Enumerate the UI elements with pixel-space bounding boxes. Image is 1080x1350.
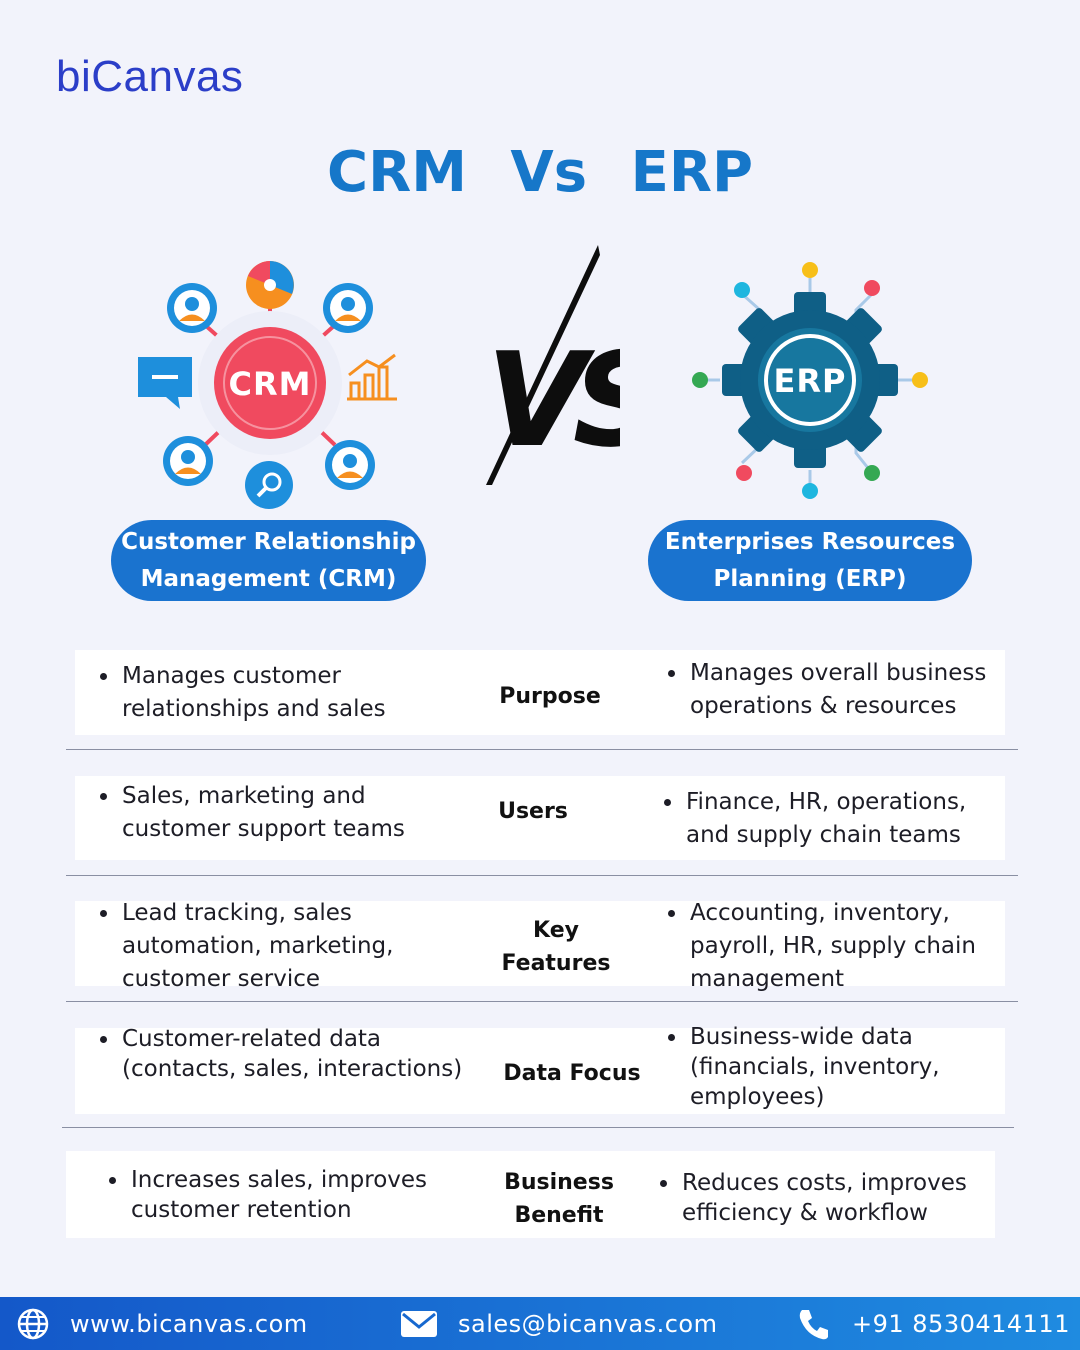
comparison-row-users: [75, 776, 1005, 860]
label-purpose: Purpose: [499, 684, 601, 709]
label-data-focus: Data Focus: [503, 1061, 641, 1086]
footer-phone-text[interactable]: +91 8530414111: [852, 1309, 1070, 1338]
user-icon: [323, 283, 373, 333]
row-divider: [62, 1127, 1014, 1128]
svg-text:VS: VS: [486, 324, 620, 476]
erp-name-pill: Enterprises Resources Planning (ERP): [648, 520, 972, 601]
erp-users: Finance, HR, operations,and supply chain…: [662, 786, 1002, 852]
label-key-features: Key Features: [501, 918, 611, 976]
crm-name-line2: Management (CRM): [140, 565, 397, 592]
user-icon: [325, 440, 375, 490]
footer-bar: www.bicanvas.com sales@bicanvas.com +91 …: [0, 1297, 1080, 1350]
gear-icon: ERP: [722, 292, 898, 468]
label-users: Users: [498, 799, 568, 824]
comparison-row-data-focus: [75, 1028, 1005, 1114]
crm-badge-text: CRM: [229, 365, 312, 403]
comparison-row-purpose: [75, 650, 1005, 735]
erp-key-features: Accounting, inventory,payroll, HR, suppl…: [666, 897, 1006, 996]
title-erp: ERP: [630, 140, 754, 205]
title-crm: CRM: [326, 140, 467, 205]
comparison-row-business-benefit: [66, 1151, 995, 1238]
user-icon: [163, 436, 213, 486]
footer-website[interactable]: www.bicanvas.com: [16, 1297, 308, 1350]
erp-illustration: ERP: [692, 262, 928, 499]
page-title: CRM Vs ERP: [0, 140, 1080, 205]
node-dot: [802, 483, 818, 499]
label-business-benefit: Business Benefit: [504, 1170, 614, 1228]
vs-graphic: VS: [486, 245, 620, 485]
node-dot: [912, 372, 928, 388]
node-dot: [734, 282, 750, 298]
phone-icon: [799, 1309, 828, 1339]
footer-website-text[interactable]: www.bicanvas.com: [70, 1309, 308, 1338]
row-divider: [66, 875, 1018, 876]
node-dot: [802, 262, 818, 278]
mail-icon: [401, 1310, 437, 1337]
erp-data-focus: Business-wide data(financials, inventory…: [666, 1022, 1006, 1112]
search-icon: [245, 461, 293, 509]
footer-email[interactable]: sales@bicanvas.com: [400, 1297, 717, 1350]
user-icon: [167, 283, 217, 333]
node-dot: [692, 372, 708, 388]
erp-name-line2: Planning (ERP): [713, 565, 907, 592]
chat-bubble-icon: [138, 357, 192, 409]
crm-name-line1: Customer Relationship: [121, 528, 416, 555]
row-divider: [66, 1001, 1018, 1002]
erp-badge-text: ERP: [774, 362, 847, 400]
node-dot: [864, 280, 880, 296]
comparison-row-key-features: [75, 901, 1005, 986]
row-divider: [66, 749, 1018, 750]
footer-phone[interactable]: +91 8530414111: [796, 1297, 1070, 1350]
bar-chart-icon: [347, 353, 397, 401]
title-vs: Vs: [510, 140, 588, 205]
pie-chart-icon: [246, 261, 294, 309]
crm-data-focus: Customer-related data(contacts, sales, i…: [98, 1024, 498, 1084]
crm-illustration: CRM: [138, 261, 397, 509]
globe-icon: [17, 1308, 49, 1339]
node-dot: [864, 465, 880, 481]
brand-logo[interactable]: biCanvas: [56, 52, 244, 101]
erp-name-line1: Enterprises Resources: [664, 528, 956, 555]
footer-email-text[interactable]: sales@bicanvas.com: [458, 1309, 718, 1338]
crm-name-pill: Customer Relationship Management (CRM): [111, 520, 426, 601]
node-dot: [736, 465, 752, 481]
